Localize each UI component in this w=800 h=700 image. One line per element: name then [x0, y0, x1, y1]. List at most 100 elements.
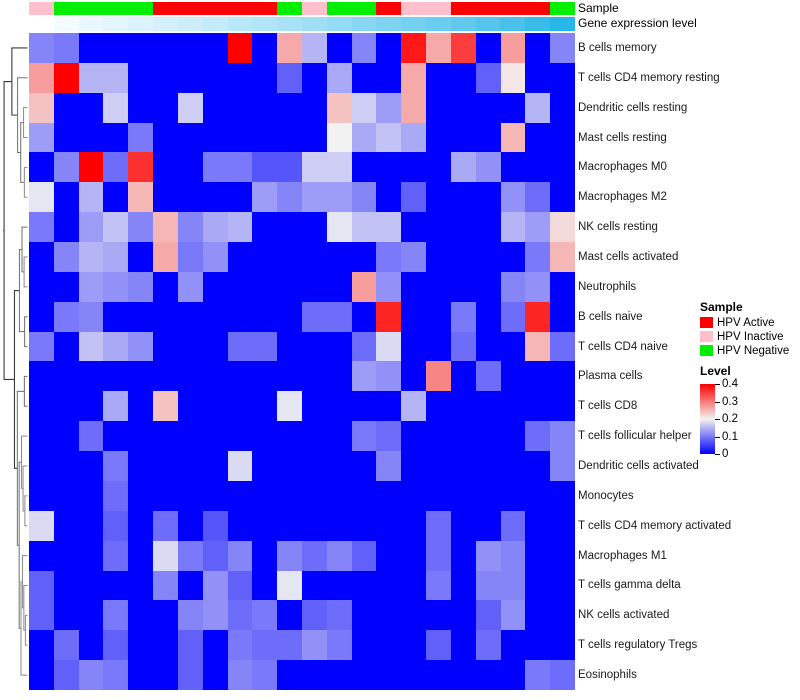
gene-expression-annotation-cell [277, 17, 302, 31]
heatmap-cell [475, 480, 501, 511]
heatmap-cell [78, 152, 104, 183]
heatmap-cell [426, 92, 451, 123]
legend-swatch-icon [700, 345, 713, 356]
heatmap-cell [128, 630, 154, 661]
heatmap-cell [53, 212, 79, 243]
heatmap-cell [277, 301, 302, 332]
heatmap-cell [29, 451, 54, 481]
heatmap-cell [53, 271, 79, 302]
gene-expression-annotation-cell [301, 17, 327, 31]
heatmap-cell [475, 660, 501, 690]
heatmap-cell [351, 242, 377, 272]
gene-expression-annotation-cell [29, 17, 54, 31]
heatmap-cell [525, 212, 551, 243]
level-legend-tick [715, 436, 720, 438]
gene-expression-annotation-bar [29, 17, 575, 31]
level-legend-tick [715, 384, 720, 385]
heatmap-cell [376, 570, 402, 601]
heatmap-cell [475, 391, 501, 422]
heatmap-cell [103, 62, 129, 93]
sample-legend-item: HPV Active [700, 316, 800, 329]
heatmap-cell [302, 510, 327, 541]
heatmap-cell [53, 331, 79, 362]
heatmap-cell [525, 480, 551, 511]
heatmap-cell [326, 540, 352, 571]
heatmap-cell [500, 331, 526, 362]
heatmap-cell [177, 540, 203, 571]
heatmap-cell [153, 570, 178, 601]
dendrogram-branch [19, 462, 21, 628]
heatmap-cell [550, 600, 575, 631]
heatmap-cell [302, 122, 327, 153]
heatmap-cell [525, 570, 551, 601]
dendrogram-branch [25, 317, 28, 347]
heatmap-cell [401, 421, 427, 452]
heatmap-cell [78, 600, 104, 631]
heatmap-cell [103, 391, 129, 422]
heatmap-cell [302, 271, 327, 302]
sample-annotation-cell [550, 2, 575, 15]
heatmap-cell [450, 391, 476, 422]
heatmap-cell [53, 33, 79, 63]
heatmap-cell [78, 301, 104, 332]
heatmap-cell [500, 92, 526, 123]
heatmap-cell [326, 212, 352, 243]
heatmap-cell [351, 182, 377, 213]
heatmap-cell [401, 391, 427, 422]
heatmap-cell [326, 630, 352, 661]
row-label: T cells CD4 memory activated [578, 519, 732, 532]
heatmap-cell [153, 271, 178, 302]
heatmap-cell [252, 451, 278, 481]
heatmap-cell [525, 660, 551, 690]
heatmap-cell [78, 122, 104, 153]
heatmap-cell [177, 510, 203, 541]
heatmap-cell [450, 451, 476, 481]
sample-annotation-cell [301, 2, 327, 15]
heatmap-cell [277, 660, 302, 690]
sample-legend-item-label: HPV Active [717, 316, 775, 329]
heatmap-cell [29, 510, 54, 541]
heatmap-cell [376, 660, 402, 690]
heatmap-cell [302, 451, 327, 481]
heatmap-cell [128, 391, 154, 422]
heatmap-cell [252, 62, 278, 93]
heatmap-cell [277, 421, 302, 452]
heatmap-cell [550, 630, 575, 661]
heatmap-cell [426, 33, 451, 63]
gene-expression-annotation-cell [426, 17, 451, 31]
sample-annotation-cell [177, 2, 203, 15]
heatmap-cell [277, 391, 302, 422]
heatmap-cell [351, 391, 377, 422]
heatmap-cell [153, 630, 178, 661]
heatmap-cell [500, 421, 526, 452]
heatmap-cell [326, 271, 352, 302]
heatmap-cell [277, 451, 302, 481]
gene-expression-annotation-cell [103, 17, 129, 31]
heatmap-cell [128, 33, 154, 63]
heatmap-cell [401, 301, 427, 332]
heatmap-cell [401, 122, 427, 153]
sample-annotation-cell [450, 2, 476, 15]
heatmap-cell [29, 301, 54, 332]
heatmap-cell [401, 600, 427, 631]
row-label: T cells CD4 naive [578, 340, 668, 353]
heatmap-cell [450, 242, 476, 272]
sample-annotation-cell [53, 2, 79, 15]
heatmap-cell [103, 480, 129, 511]
level-legend-tick [715, 419, 720, 420]
heatmap-cell [53, 510, 79, 541]
heatmap-cell [376, 212, 402, 243]
heatmap-cell [426, 212, 451, 243]
heatmap-cell [550, 62, 575, 93]
heatmap-cell [128, 361, 154, 392]
heatmap-cell [103, 92, 129, 123]
heatmap-cell [29, 630, 54, 661]
level-legend-tick-label: 0.3 [722, 395, 738, 408]
heatmap-cell [78, 480, 104, 511]
heatmap-cell [103, 271, 129, 302]
heatmap-cell [450, 62, 476, 93]
heatmap-cell [227, 540, 253, 571]
heatmap-cell [426, 182, 451, 213]
sample-annotation-cell [103, 2, 129, 15]
heatmap-cell [29, 33, 54, 63]
